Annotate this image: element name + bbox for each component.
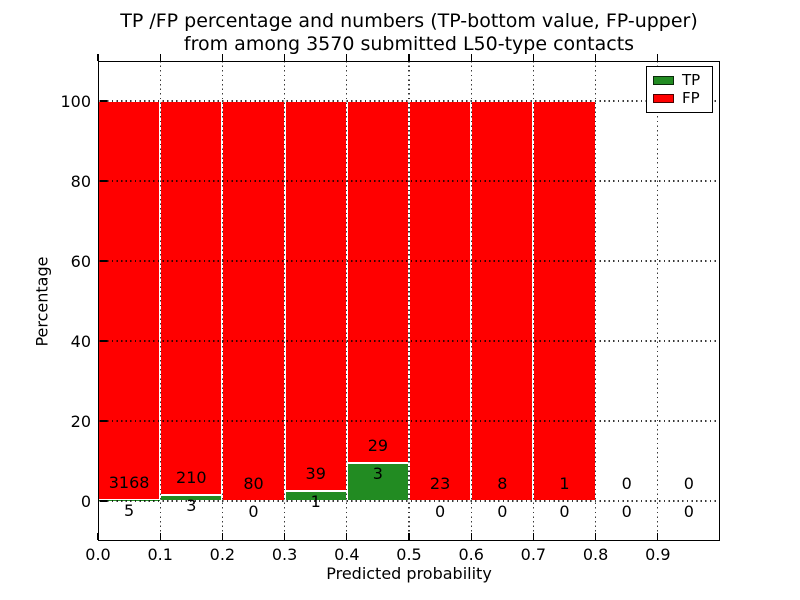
bar-fp-6 <box>471 101 534 501</box>
y-tick-label-100: 100 <box>60 91 91 111</box>
legend: TP FP <box>646 66 713 113</box>
x-tick-0.1 <box>159 532 161 540</box>
x-tick-0.0 <box>97 532 99 540</box>
tp-count-label-5: 0 <box>435 502 446 521</box>
tp-count-label-7: 0 <box>559 502 570 521</box>
x-top-tick-0.0 <box>97 54 99 61</box>
bar-fp-1 <box>160 101 223 496</box>
x-top-tick-0.9 <box>657 54 659 61</box>
tp-count-label-8: 0 <box>621 502 632 521</box>
y-tick-label-20: 20 <box>70 411 91 431</box>
x-top-tick-0.8 <box>594 54 597 61</box>
x-top-tick-0.5 <box>408 54 410 61</box>
gridline-v-0.3 <box>283 61 286 541</box>
x-top-tick-0.2 <box>221 54 224 61</box>
x-tick-label-0.3: 0.3 <box>271 545 298 564</box>
legend-entry-fp: FP <box>653 91 706 106</box>
tp-count-label-2: 0 <box>248 502 259 521</box>
y-tick-40 <box>99 340 107 342</box>
x-tick-label-0.6: 0.6 <box>458 545 484 564</box>
y-tick-label-0: 0 <box>80 491 91 511</box>
x-top-tick-0.1 <box>159 54 161 61</box>
x-tick-0.4 <box>346 532 348 540</box>
x-tick-0.2 <box>221 532 224 540</box>
y-tick-label-60: 60 <box>70 251 91 271</box>
gridline-v-0.2 <box>221 61 224 541</box>
x-tick-0.7 <box>532 532 535 540</box>
x-tick-label-0.5: 0.5 <box>396 545 422 564</box>
x-top-tick-0.7 <box>532 54 535 61</box>
x-tick-label-0.7: 0.7 <box>520 545 547 564</box>
x-tick-label-0.0: 0.0 <box>85 545 111 564</box>
x-tick-label-0.2: 0.2 <box>209 545 236 564</box>
gridline-v-0.4 <box>346 61 348 541</box>
legend-entry-tp: TP <box>653 70 706 89</box>
gridline-v-0.5 <box>408 61 410 541</box>
fp-count-label-4: 29 <box>367 436 389 456</box>
x-top-tick-0.6 <box>470 54 472 61</box>
bar-fp-3 <box>284 101 347 491</box>
bar-fp-4 <box>346 101 409 464</box>
x-tick-label-0.9: 0.9 <box>645 545 671 564</box>
legend-label-tp: TP <box>682 70 701 89</box>
legend-label-fp: FP <box>682 89 700 108</box>
y-tick-20 <box>99 420 107 422</box>
x-tick-label-0.4: 0.4 <box>334 545 360 564</box>
fp-count-label-3: 39 <box>305 464 326 483</box>
y-tick-60 <box>99 260 107 262</box>
x-tick-0.6 <box>470 532 472 540</box>
y-tick-100 <box>99 100 107 102</box>
x-tick-0.3 <box>283 532 286 540</box>
bar-fp-0 <box>98 101 161 501</box>
fp-count-label-0: 3168 <box>108 473 150 493</box>
x-tick-0.9 <box>657 532 659 540</box>
gridline-v-0.6 <box>470 61 472 541</box>
y-tick-80 <box>99 180 107 182</box>
chart-title-line2: from among 3570 submitted L50-type conta… <box>183 32 635 55</box>
tp-count-label-6: 0 <box>497 502 508 521</box>
x-axis-label: Predicted probability <box>326 564 492 583</box>
tp-count-label-1: 3 <box>186 496 197 516</box>
gridline-v-0.9 <box>657 61 659 541</box>
chart-title: TP /FP percentage and numbers (TP-bottom… <box>98 10 720 55</box>
tp-count-label-9: 0 <box>683 502 694 521</box>
fp-count-label-9: 0 <box>683 474 694 493</box>
bar-fp-7 <box>533 101 596 501</box>
fp-count-label-1: 210 <box>176 468 207 488</box>
bar-fp-2 <box>222 101 285 501</box>
legend-swatch-tp <box>653 75 674 85</box>
x-tick-label-0.8: 0.8 <box>582 545 609 564</box>
chart-title-line1: TP /FP percentage and numbers (TP-bottom… <box>120 10 698 32</box>
fp-count-label-5: 23 <box>429 474 451 493</box>
fp-count-label-8: 0 <box>621 474 632 493</box>
x-top-tick-0.4 <box>346 54 348 61</box>
gridline-v-0.8 <box>594 61 597 541</box>
fp-count-label-6: 8 <box>497 474 508 493</box>
y-tick-0 <box>99 500 107 502</box>
x-tick-0.8 <box>594 532 597 540</box>
x-tick-0.5 <box>408 532 410 540</box>
fp-count-label-7: 1 <box>559 474 570 493</box>
gridline-v-0.1 <box>159 61 161 541</box>
tp-count-label-4: 3 <box>372 464 383 484</box>
tp-count-label-0: 5 <box>124 501 135 521</box>
tp-count-label-3: 1 <box>310 492 321 511</box>
bar-fp-5 <box>409 101 472 501</box>
fp-count-label-2: 80 <box>243 474 264 493</box>
legend-swatch-fp <box>653 94 674 104</box>
gridline-v-0.7 <box>532 61 535 541</box>
y-tick-label-80: 80 <box>70 171 91 191</box>
x-tick-label-0.1: 0.1 <box>147 545 173 564</box>
y-tick-label-40: 40 <box>70 331 91 351</box>
x-top-tick-0.3 <box>283 54 286 61</box>
